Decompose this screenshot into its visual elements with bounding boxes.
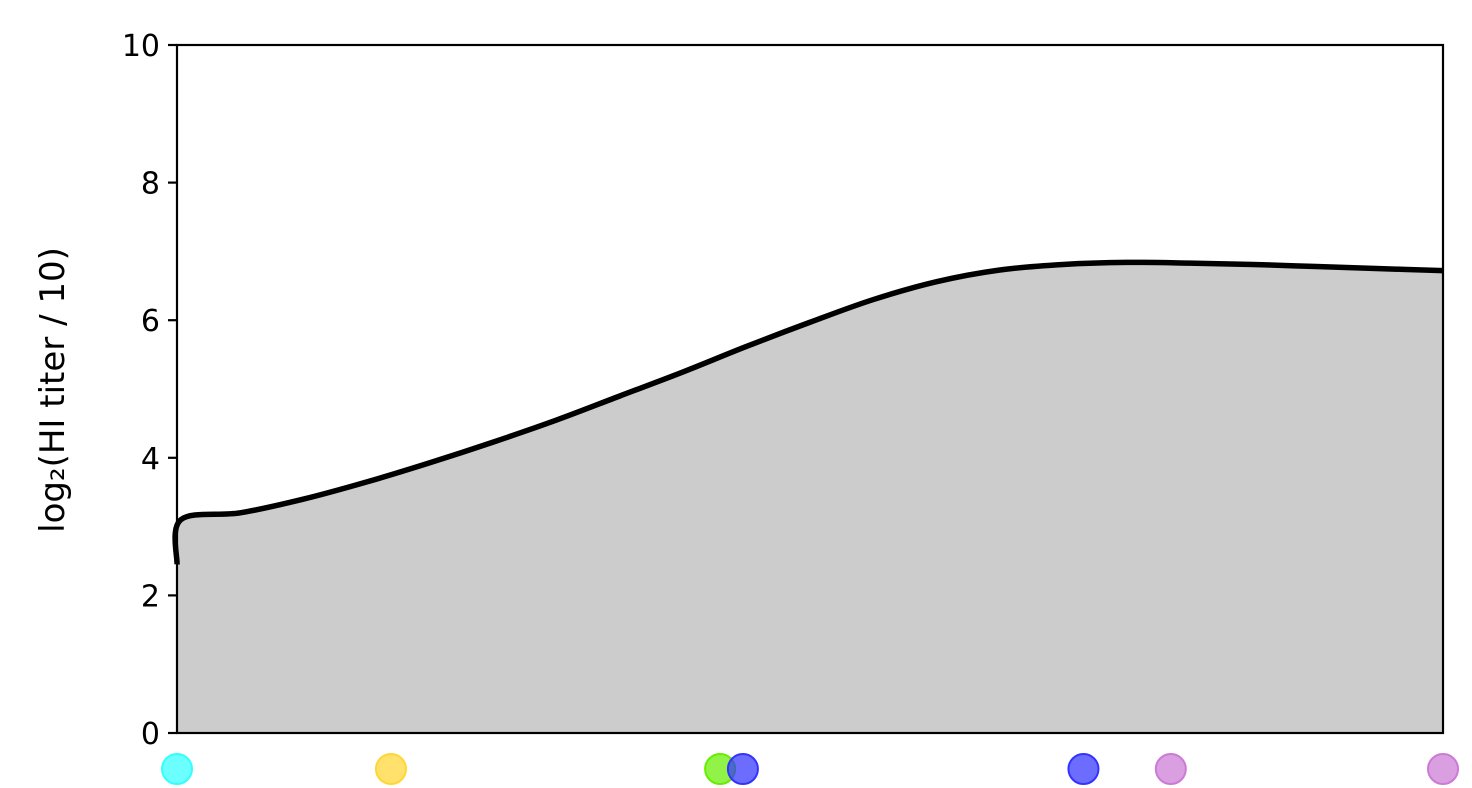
y-tick-label: 4 [141,442,160,477]
plot-area [172,43,1445,735]
strain-marker [1067,753,1100,785]
strain-marker [1154,753,1187,785]
area-fill [175,262,1443,733]
strain-marker [726,753,759,785]
y-tick-label: 8 [141,167,160,202]
y-tick-label: 6 [141,304,160,339]
y-tick-label: 2 [141,579,160,614]
strain-markers [161,753,1459,785]
plot-frame [175,43,1445,735]
strain-marker [161,753,193,785]
y-axis: 0 2 4 6 8 10 [122,29,177,752]
series-line [172,259,1444,565]
strain-marker [374,753,407,785]
y-tick-label: 0 [141,717,160,752]
strain-marker [1427,753,1459,785]
y-tick-label: 10 [122,29,160,64]
y-axis-label: log₂(HI titer / 10) [33,247,73,533]
